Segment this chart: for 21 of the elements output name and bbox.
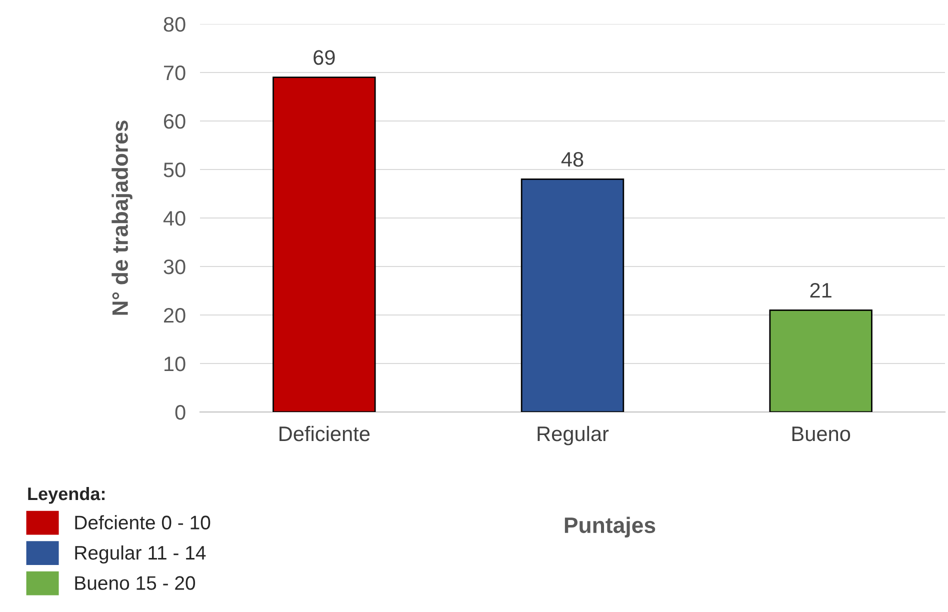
y-axis-title: N° de trabajadores <box>112 120 132 315</box>
legend-label: Bueno 15 - 20 <box>75 576 196 590</box>
x-tick-label: Deficiente <box>280 426 370 442</box>
legend-label: Regular 11 - 14 <box>75 545 206 564</box>
data-label: 21 <box>810 282 832 298</box>
y-tick-label: 0 <box>175 405 186 420</box>
x-tick-label: Regular <box>538 426 609 446</box>
y-tick-label: 80 <box>164 17 186 32</box>
legend-title: Leyenda: <box>28 486 105 504</box>
x-tick-label: Bueno <box>792 426 850 442</box>
x-axis-title: Puntajes <box>564 516 656 538</box>
y-tick-label: 40 <box>163 211 186 226</box>
y-tick-label: 20 <box>164 308 186 323</box>
legend-label: Defciente 0 - 10 <box>75 515 210 530</box>
y-tick-label: 30 <box>164 260 186 274</box>
y-tick-label: 50 <box>164 162 186 178</box>
y-tick-label: 70 <box>164 66 186 80</box>
data-label: 69 <box>314 50 335 65</box>
y-tick-label: 60 <box>164 114 186 129</box>
data-label: 48 <box>561 152 584 167</box>
y-tick-label: 10 <box>164 356 186 372</box>
